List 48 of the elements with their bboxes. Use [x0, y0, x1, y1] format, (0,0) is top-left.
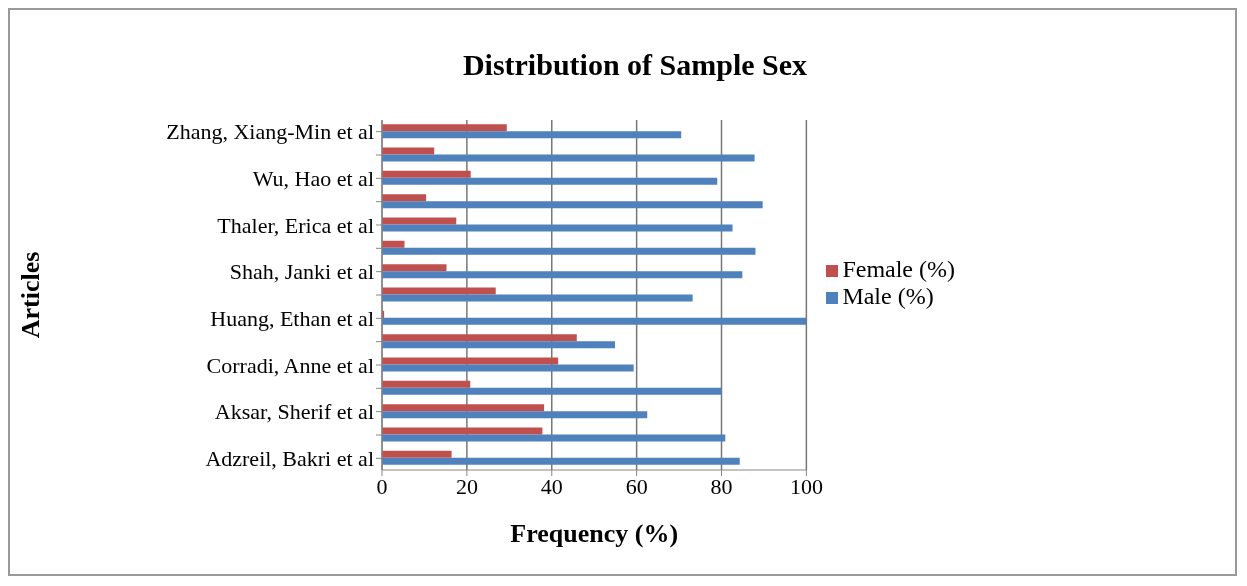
bar — [382, 387, 722, 395]
bar — [382, 124, 507, 132]
bar — [382, 334, 577, 342]
x-axis-title: Frequency (%) — [510, 519, 679, 548]
x-tick-label: 0 — [376, 473, 388, 499]
y-tick-label: Huang, Ethan et al — [210, 306, 374, 332]
x-tick-label: 100 — [789, 473, 823, 499]
y-tick-label: Wu, Hao et al — [252, 166, 374, 192]
bar — [382, 411, 648, 419]
y-tick-label: Aksar, Sherif et al — [214, 399, 374, 425]
bar — [382, 240, 405, 248]
bar — [382, 247, 756, 255]
bar — [382, 434, 726, 442]
legend-label: Female (%) — [842, 255, 955, 282]
bar — [382, 317, 807, 325]
bar — [382, 341, 615, 349]
y-tick-label: Corradi, Anne et al — [206, 352, 374, 378]
bar — [382, 380, 471, 388]
bar — [382, 177, 718, 185]
bar — [382, 170, 471, 178]
bar — [382, 131, 682, 139]
x-tick-label: 20 — [455, 473, 478, 499]
bar — [382, 194, 427, 202]
y-tick-label: Shah, Janki et al — [229, 259, 374, 285]
bar — [382, 404, 545, 412]
bar — [382, 450, 452, 458]
bar — [382, 457, 740, 465]
bar — [382, 147, 435, 155]
bar — [382, 364, 634, 372]
bar — [382, 264, 447, 272]
bar — [382, 217, 457, 225]
legend-label: Male (%) — [842, 282, 934, 309]
y-axis-title: Articles — [16, 251, 46, 339]
bar — [382, 154, 755, 162]
y-tick-label: Zhang, Xiang-Min et al — [166, 119, 374, 145]
y-tick-label: Thaler, Erica et al — [217, 212, 374, 238]
bar — [382, 357, 559, 365]
x-tick-label: 60 — [625, 473, 648, 499]
bar — [382, 201, 763, 209]
x-tick-label: 40 — [540, 473, 563, 499]
bar — [382, 224, 733, 232]
bar — [382, 271, 743, 279]
y-tick-label: Adzreil, Bakri et al — [205, 446, 374, 472]
x-tick-label: 80 — [710, 473, 733, 499]
bar — [382, 427, 543, 435]
chart-title: Distribution of Sample Sex — [461, 48, 809, 82]
bar — [382, 294, 693, 302]
bar — [382, 287, 496, 295]
